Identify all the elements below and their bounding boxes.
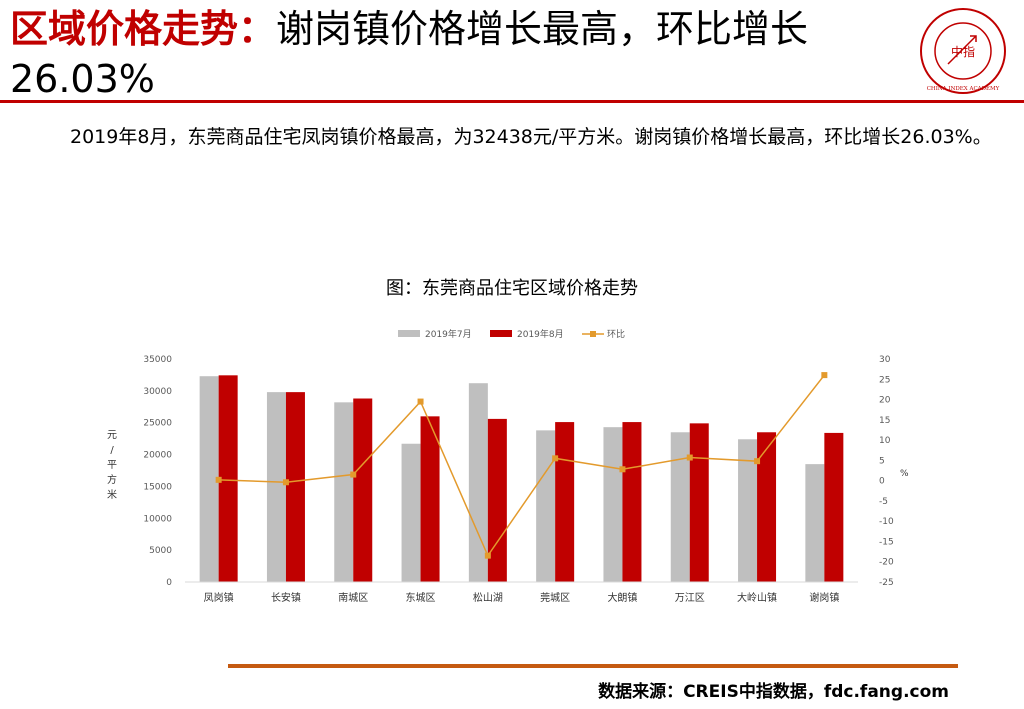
- y-tick-label: 25000: [143, 419, 172, 429]
- data-point: [552, 455, 559, 462]
- y2-tick-label: 10: [879, 436, 891, 446]
- bar-aug: [420, 416, 440, 582]
- x-tick-label: 凤岗镇: [204, 591, 234, 604]
- bar-aug: [689, 423, 709, 582]
- data-source: 数据来源：CREIS中指数据，fdc.fang.com: [598, 682, 949, 702]
- data-point: [686, 454, 693, 461]
- x-tick-label: 东城区: [406, 591, 436, 604]
- data-point: [282, 479, 289, 486]
- x-tick-label: 莞城区: [540, 592, 570, 604]
- data-point: [821, 372, 828, 379]
- x-tick-label: 松山湖: [473, 591, 503, 604]
- x-tick-label: 大岭山镇: [737, 591, 777, 604]
- bar-aug: [285, 392, 305, 582]
- y-tick-label: 15000: [143, 482, 172, 492]
- y-tick-label: 30000: [143, 387, 172, 397]
- y2-tick-label: -5: [879, 497, 888, 507]
- china-index-academy-logo: 中指 CHINA INDEX ACADEMY: [920, 8, 1006, 94]
- x-tick-label: 长安镇: [271, 591, 301, 604]
- bar-jul: [401, 443, 421, 582]
- data-point: [417, 398, 424, 405]
- y2-axis-label: %: [900, 469, 909, 479]
- bar-aug: [824, 432, 844, 582]
- logo-ring-text: CHINA INDEX ACADEMY: [927, 86, 1000, 92]
- bar-aug: [218, 375, 238, 582]
- y2-tick-label: 20: [879, 396, 891, 406]
- series-line-mom: [218, 374, 825, 558]
- chart-title: 图：东莞商品住宅区域价格走势: [386, 278, 638, 299]
- y-axis-label: 方: [107, 473, 117, 486]
- data-point: [484, 552, 491, 559]
- y-axis-label: /: [110, 445, 114, 456]
- y-tick-label: 5000: [149, 546, 172, 556]
- page-title: 区域价格走势：谢岗镇价格增长最高，环比增长26.03%: [10, 4, 910, 104]
- y-tick-label: 20000: [143, 451, 172, 461]
- data-point: [350, 471, 357, 478]
- title-separator: ：: [238, 7, 277, 51]
- y-axis-label: 米: [107, 488, 117, 501]
- y2-tick-label: 15: [879, 416, 890, 426]
- source-divider: [228, 664, 958, 668]
- x-tick-label: 南城区: [338, 591, 368, 604]
- summary-paragraph: 2019年8月，东莞商品住宅凤岗镇价格最高，为32438元/平方米。谢岗镇价格增…: [70, 126, 992, 148]
- y2-tick-label: 30: [879, 355, 891, 365]
- x-tick-label: 大朗镇: [607, 591, 637, 604]
- bar-jul: [670, 432, 690, 582]
- bar-aug: [555, 422, 575, 582]
- bar-jul: [334, 402, 354, 582]
- y2-tick-label: -15: [879, 537, 894, 547]
- bar-jul: [199, 376, 219, 582]
- x-tick-label: 谢岗镇: [809, 591, 839, 604]
- legend-label: 2019年7月: [425, 328, 472, 340]
- legend-marker: [590, 331, 596, 337]
- y2-tick-label: 25: [879, 375, 890, 385]
- title-rest: 谢岗镇价格增长最高，环比增长26.03%: [10, 7, 809, 101]
- legend-label: 环比: [607, 328, 625, 340]
- y2-tick-label: -10: [879, 517, 894, 527]
- bar-aug: [487, 418, 507, 582]
- bar-aug: [622, 422, 642, 582]
- data-point: [754, 458, 761, 465]
- y-tick-label: 35000: [143, 355, 172, 365]
- bar-jul: [536, 430, 556, 582]
- title-keyword: 区域价格走势: [10, 7, 239, 51]
- bar-jul: [805, 464, 825, 582]
- y2-tick-label: -20: [879, 558, 894, 568]
- legend-label: 2019年8月: [517, 328, 564, 340]
- bar-aug: [757, 432, 777, 582]
- y-axis-label: 元: [107, 430, 117, 441]
- data-point: [215, 476, 222, 483]
- y-axis-label: 平: [107, 460, 117, 471]
- legend-swatch: [398, 330, 420, 337]
- logo-text: 中指: [951, 44, 975, 59]
- bar-jul: [738, 439, 758, 582]
- data-point: [619, 466, 626, 473]
- bar-aug: [353, 398, 373, 582]
- title-divider: [0, 100, 1024, 103]
- bar-jul: [468, 383, 488, 582]
- y-tick-label: 0: [166, 578, 172, 588]
- y-tick-label: 10000: [143, 514, 172, 524]
- y2-tick-label: -25: [879, 578, 894, 588]
- legend-swatch: [490, 330, 512, 337]
- x-tick-label: 万江区: [675, 592, 705, 604]
- bar-jul: [266, 392, 286, 582]
- y2-tick-label: 5: [879, 456, 885, 466]
- bar-jul: [603, 427, 623, 582]
- y2-tick-label: 0: [879, 477, 885, 487]
